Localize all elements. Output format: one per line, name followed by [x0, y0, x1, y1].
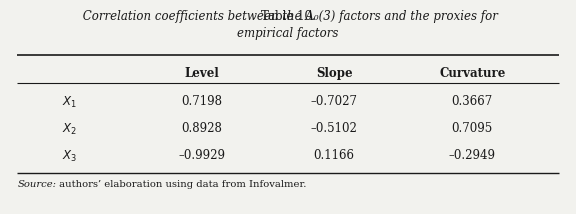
- Text: –0.5102: –0.5102: [310, 122, 358, 135]
- Text: $X_2$: $X_2$: [62, 122, 77, 137]
- Text: authors’ elaboration using data from Infovalmer.: authors’ elaboration using data from Inf…: [56, 180, 307, 189]
- Text: $X_3$: $X_3$: [62, 149, 77, 164]
- Text: 0.3667: 0.3667: [452, 95, 493, 108]
- Text: Table 10.: Table 10.: [260, 10, 316, 23]
- Text: 0.8928: 0.8928: [181, 122, 222, 135]
- Text: –0.9929: –0.9929: [178, 149, 225, 162]
- Text: –0.7027: –0.7027: [310, 95, 358, 108]
- Text: Slope: Slope: [316, 67, 353, 80]
- Text: 0.7095: 0.7095: [452, 122, 493, 135]
- Text: Source:: Source:: [17, 180, 56, 189]
- Text: Level: Level: [184, 67, 219, 80]
- Text: 0.7198: 0.7198: [181, 95, 222, 108]
- Text: Correlation coefficients between the A₀(3) factors and the proxies for: Correlation coefficients between the A₀(…: [78, 10, 498, 23]
- Text: –0.2949: –0.2949: [449, 149, 496, 162]
- Text: Curvature: Curvature: [439, 67, 506, 80]
- Text: $X_1$: $X_1$: [62, 95, 77, 110]
- Text: empirical factors: empirical factors: [237, 27, 339, 40]
- Text: 0.1166: 0.1166: [313, 149, 355, 162]
